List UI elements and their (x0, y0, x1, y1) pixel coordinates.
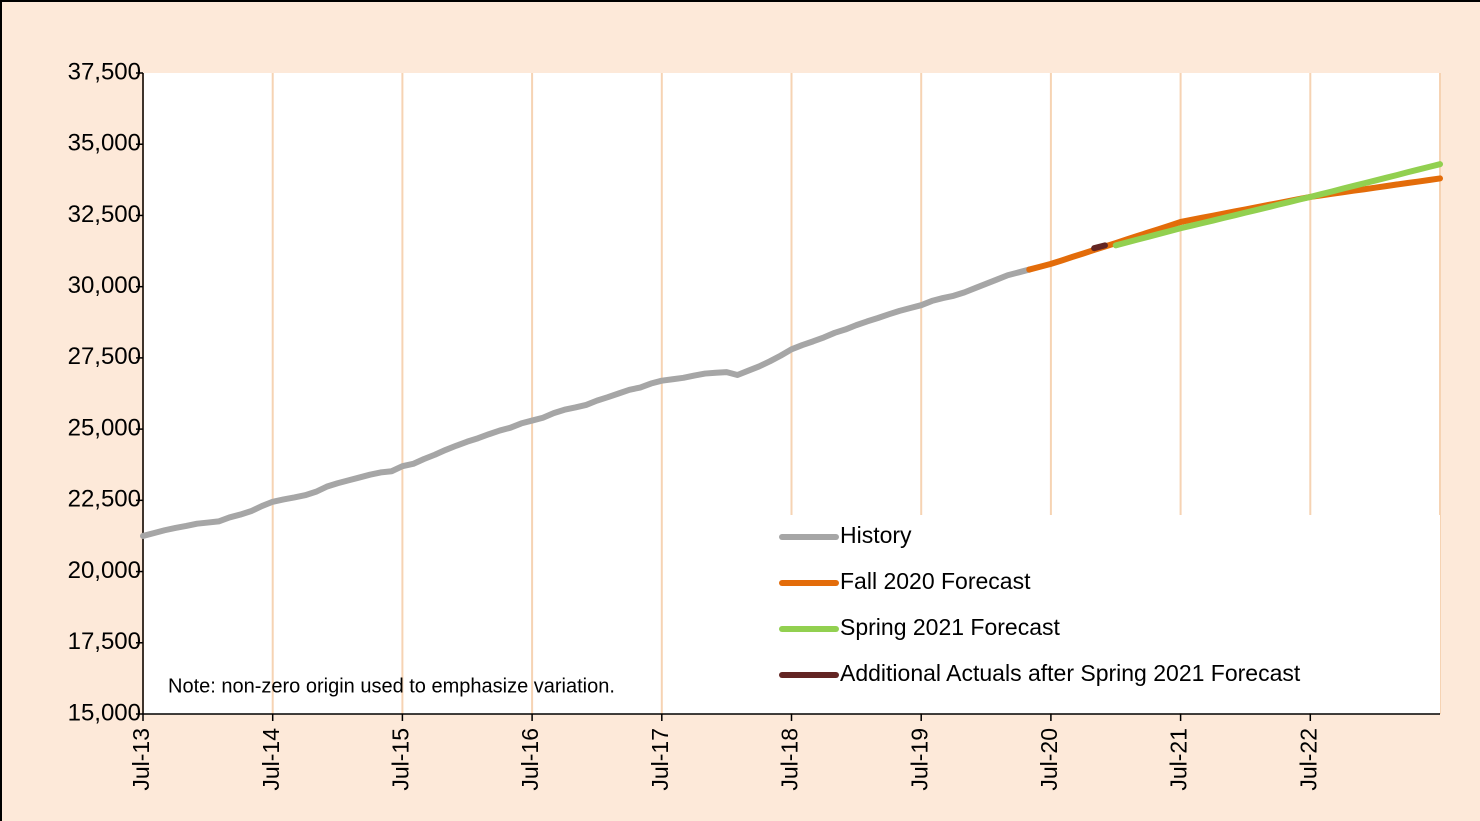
x-tick-label: Jul-20 (1036, 728, 1062, 791)
x-tick-label: Jul-16 (517, 728, 543, 791)
legend-label: History (840, 522, 912, 548)
x-tick-label: Jul-14 (258, 728, 284, 791)
x-tick-label: Jul-15 (387, 728, 413, 791)
y-tick-label: 27,500 (68, 343, 141, 370)
x-tick-label: Jul-21 (1166, 728, 1192, 791)
legend-box (727, 515, 1440, 713)
y-tick-label: 35,000 (68, 130, 141, 157)
y-tick-label: 15,000 (68, 699, 141, 726)
legend-label: Fall 2020 Forecast (840, 568, 1031, 594)
x-tick-label: Jul-18 (777, 728, 803, 791)
series-line (1112, 161, 1443, 249)
series-line (140, 266, 1033, 539)
y-tick-label: 37,500 (68, 58, 141, 85)
x-tick-label: Jul-19 (906, 728, 932, 791)
legend-label: Additional Actuals after Spring 2021 For… (840, 660, 1301, 686)
y-tick-label: 17,500 (68, 628, 141, 655)
note: Note: non-zero origin used to emphasize … (168, 675, 615, 697)
series-line (1091, 242, 1108, 252)
x-tick-label: Jul-13 (128, 728, 154, 791)
legend-label: Spring 2021 Forecast (840, 614, 1061, 640)
y-tick-label: 25,000 (68, 414, 141, 441)
y-tick-label: 30,000 (68, 272, 141, 299)
x-tick-label: Jul-22 (1295, 728, 1321, 791)
y-tick-label: 22,500 (68, 486, 141, 513)
y-tick-label: 32,500 (68, 201, 141, 228)
x-tick-label: Jul-17 (647, 728, 673, 791)
y-tick-label: 20,000 (68, 557, 141, 584)
